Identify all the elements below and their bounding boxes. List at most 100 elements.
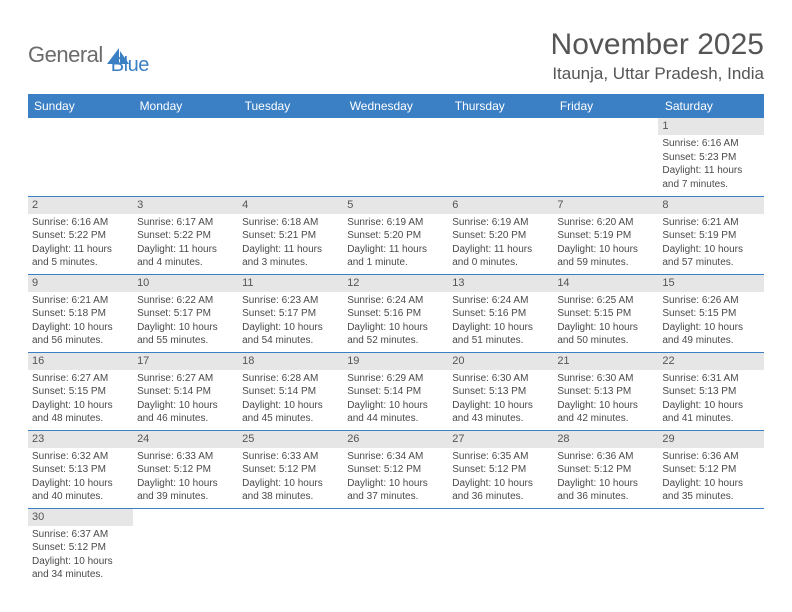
empty-cell xyxy=(343,118,448,196)
day-number: 2 xyxy=(28,197,133,214)
day-number: 19 xyxy=(343,353,448,370)
day-info: Sunrise: 6:20 AMSunset: 5:19 PMDaylight:… xyxy=(553,214,658,272)
weekday-friday: Friday xyxy=(553,94,658,118)
day-info: Sunrise: 6:16 AMSunset: 5:22 PMDaylight:… xyxy=(28,214,133,272)
day-number: 18 xyxy=(238,353,343,370)
day-info: Sunrise: 6:19 AMSunset: 5:20 PMDaylight:… xyxy=(448,214,553,272)
day-number: 15 xyxy=(658,275,763,292)
day-cell: 10Sunrise: 6:22 AMSunset: 5:17 PMDayligh… xyxy=(133,274,238,352)
day-cell: 12Sunrise: 6:24 AMSunset: 5:16 PMDayligh… xyxy=(343,274,448,352)
day-cell: 11Sunrise: 6:23 AMSunset: 5:17 PMDayligh… xyxy=(238,274,343,352)
day-number: 10 xyxy=(133,275,238,292)
weekday-wednesday: Wednesday xyxy=(343,94,448,118)
day-info: Sunrise: 6:33 AMSunset: 5:12 PMDaylight:… xyxy=(238,448,343,506)
day-number: 30 xyxy=(28,509,133,526)
day-number: 23 xyxy=(28,431,133,448)
day-cell: 19Sunrise: 6:29 AMSunset: 5:14 PMDayligh… xyxy=(343,352,448,430)
day-info: Sunrise: 6:22 AMSunset: 5:17 PMDaylight:… xyxy=(133,292,238,350)
day-cell: 17Sunrise: 6:27 AMSunset: 5:14 PMDayligh… xyxy=(133,352,238,430)
weekday-tuesday: Tuesday xyxy=(238,94,343,118)
day-cell: 6Sunrise: 6:19 AMSunset: 5:20 PMDaylight… xyxy=(448,196,553,274)
day-number: 3 xyxy=(133,197,238,214)
day-cell: 21Sunrise: 6:30 AMSunset: 5:13 PMDayligh… xyxy=(553,352,658,430)
week-row: 23Sunrise: 6:32 AMSunset: 5:13 PMDayligh… xyxy=(28,430,764,508)
weekday-monday: Monday xyxy=(133,94,238,118)
day-info: Sunrise: 6:37 AMSunset: 5:12 PMDaylight:… xyxy=(28,526,133,584)
day-cell: 1Sunrise: 6:16 AMSunset: 5:23 PMDaylight… xyxy=(658,118,763,196)
day-number: 4 xyxy=(238,197,343,214)
day-cell: 7Sunrise: 6:20 AMSunset: 5:19 PMDaylight… xyxy=(553,196,658,274)
day-info: Sunrise: 6:25 AMSunset: 5:15 PMDaylight:… xyxy=(553,292,658,350)
empty-cell xyxy=(343,508,448,586)
day-number: 26 xyxy=(343,431,448,448)
calendar-table: SundayMondayTuesdayWednesdayThursdayFrid… xyxy=(28,94,764,586)
empty-cell xyxy=(238,118,343,196)
calendar-body: 1Sunrise: 6:16 AMSunset: 5:23 PMDaylight… xyxy=(28,118,764,586)
day-number: 28 xyxy=(553,431,658,448)
day-number: 13 xyxy=(448,275,553,292)
day-number: 5 xyxy=(343,197,448,214)
day-cell: 15Sunrise: 6:26 AMSunset: 5:15 PMDayligh… xyxy=(658,274,763,352)
day-number: 29 xyxy=(658,431,763,448)
day-info: Sunrise: 6:36 AMSunset: 5:12 PMDaylight:… xyxy=(658,448,763,506)
day-cell: 8Sunrise: 6:21 AMSunset: 5:19 PMDaylight… xyxy=(658,196,763,274)
day-number: 27 xyxy=(448,431,553,448)
empty-cell xyxy=(28,118,133,196)
day-info: Sunrise: 6:18 AMSunset: 5:21 PMDaylight:… xyxy=(238,214,343,272)
day-info: Sunrise: 6:35 AMSunset: 5:12 PMDaylight:… xyxy=(448,448,553,506)
logo-text-2: Blue xyxy=(111,54,149,77)
title-block: November 2025 Itaunja, Uttar Pradesh, In… xyxy=(551,28,764,84)
day-number: 11 xyxy=(238,275,343,292)
day-cell: 18Sunrise: 6:28 AMSunset: 5:14 PMDayligh… xyxy=(238,352,343,430)
day-info: Sunrise: 6:16 AMSunset: 5:23 PMDaylight:… xyxy=(658,135,763,193)
empty-cell xyxy=(238,508,343,586)
day-info: Sunrise: 6:24 AMSunset: 5:16 PMDaylight:… xyxy=(448,292,553,350)
day-info: Sunrise: 6:26 AMSunset: 5:15 PMDaylight:… xyxy=(658,292,763,350)
week-row: 9Sunrise: 6:21 AMSunset: 5:18 PMDaylight… xyxy=(28,274,764,352)
day-info: Sunrise: 6:21 AMSunset: 5:18 PMDaylight:… xyxy=(28,292,133,350)
weekday-thursday: Thursday xyxy=(448,94,553,118)
empty-cell xyxy=(448,118,553,196)
day-number: 22 xyxy=(658,353,763,370)
day-info: Sunrise: 6:34 AMSunset: 5:12 PMDaylight:… xyxy=(343,448,448,506)
day-cell: 14Sunrise: 6:25 AMSunset: 5:15 PMDayligh… xyxy=(553,274,658,352)
day-cell: 2Sunrise: 6:16 AMSunset: 5:22 PMDaylight… xyxy=(28,196,133,274)
day-number: 20 xyxy=(448,353,553,370)
day-info: Sunrise: 6:30 AMSunset: 5:13 PMDaylight:… xyxy=(448,370,553,428)
location: Itaunja, Uttar Pradesh, India xyxy=(551,64,764,84)
day-cell: 13Sunrise: 6:24 AMSunset: 5:16 PMDayligh… xyxy=(448,274,553,352)
day-cell: 27Sunrise: 6:35 AMSunset: 5:12 PMDayligh… xyxy=(448,430,553,508)
day-info: Sunrise: 6:24 AMSunset: 5:16 PMDaylight:… xyxy=(343,292,448,350)
day-number: 8 xyxy=(658,197,763,214)
week-row: 2Sunrise: 6:16 AMSunset: 5:22 PMDaylight… xyxy=(28,196,764,274)
empty-cell xyxy=(553,118,658,196)
day-number: 9 xyxy=(28,275,133,292)
day-info: Sunrise: 6:17 AMSunset: 5:22 PMDaylight:… xyxy=(133,214,238,272)
day-cell: 20Sunrise: 6:30 AMSunset: 5:13 PMDayligh… xyxy=(448,352,553,430)
day-cell: 23Sunrise: 6:32 AMSunset: 5:13 PMDayligh… xyxy=(28,430,133,508)
day-cell: 3Sunrise: 6:17 AMSunset: 5:22 PMDaylight… xyxy=(133,196,238,274)
day-cell: 30Sunrise: 6:37 AMSunset: 5:12 PMDayligh… xyxy=(28,508,133,586)
day-info: Sunrise: 6:28 AMSunset: 5:14 PMDaylight:… xyxy=(238,370,343,428)
day-info: Sunrise: 6:36 AMSunset: 5:12 PMDaylight:… xyxy=(553,448,658,506)
day-info: Sunrise: 6:23 AMSunset: 5:17 PMDaylight:… xyxy=(238,292,343,350)
day-cell: 25Sunrise: 6:33 AMSunset: 5:12 PMDayligh… xyxy=(238,430,343,508)
day-number: 1 xyxy=(658,118,763,135)
day-info: Sunrise: 6:29 AMSunset: 5:14 PMDaylight:… xyxy=(343,370,448,428)
day-cell: 5Sunrise: 6:19 AMSunset: 5:20 PMDaylight… xyxy=(343,196,448,274)
empty-cell xyxy=(658,508,763,586)
day-cell: 24Sunrise: 6:33 AMSunset: 5:12 PMDayligh… xyxy=(133,430,238,508)
day-info: Sunrise: 6:27 AMSunset: 5:14 PMDaylight:… xyxy=(133,370,238,428)
day-number: 21 xyxy=(553,353,658,370)
day-info: Sunrise: 6:31 AMSunset: 5:13 PMDaylight:… xyxy=(658,370,763,428)
day-number: 14 xyxy=(553,275,658,292)
month-title: November 2025 xyxy=(551,28,764,62)
day-cell: 16Sunrise: 6:27 AMSunset: 5:15 PMDayligh… xyxy=(28,352,133,430)
day-info: Sunrise: 6:33 AMSunset: 5:12 PMDaylight:… xyxy=(133,448,238,506)
empty-cell xyxy=(133,508,238,586)
weekday-saturday: Saturday xyxy=(658,94,763,118)
day-info: Sunrise: 6:19 AMSunset: 5:20 PMDaylight:… xyxy=(343,214,448,272)
empty-cell xyxy=(133,118,238,196)
empty-cell xyxy=(448,508,553,586)
logo: General Blue xyxy=(28,28,149,77)
